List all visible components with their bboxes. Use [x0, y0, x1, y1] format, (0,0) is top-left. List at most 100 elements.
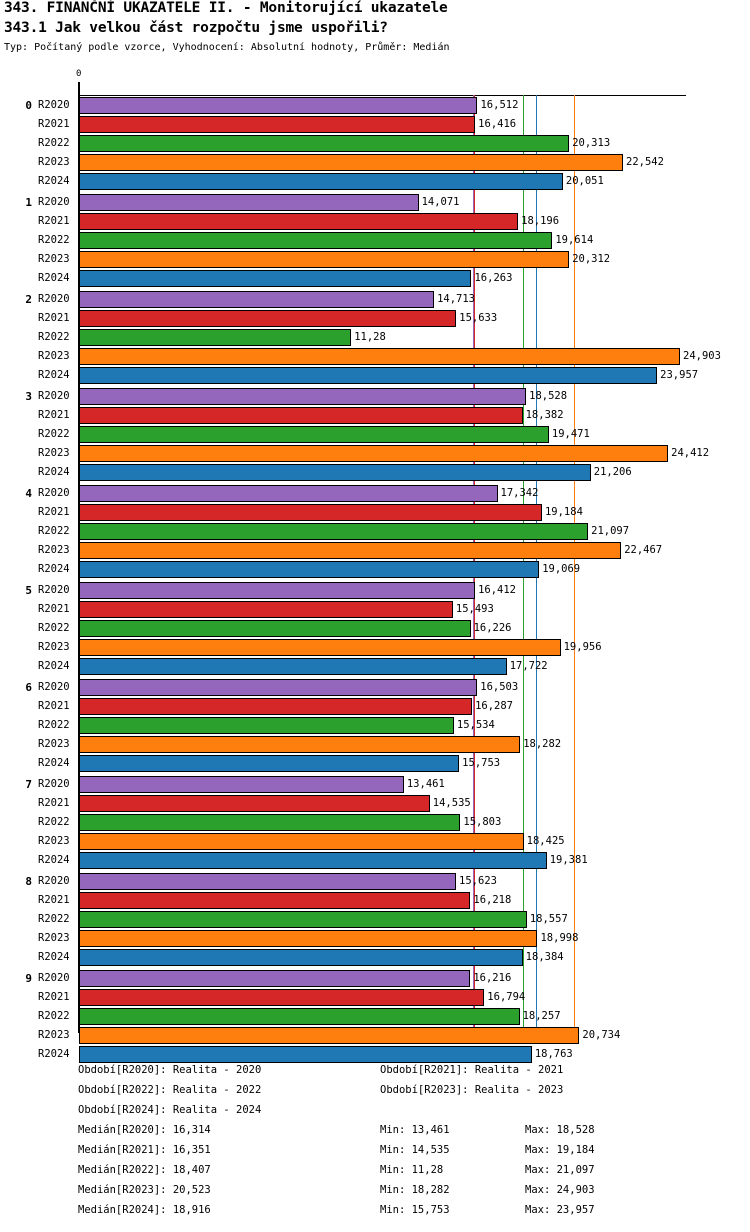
bar-row: R2024 23,957 [0, 366, 750, 385]
bar-r2020[interactable] [79, 485, 498, 502]
bar-r2024[interactable] [79, 464, 591, 481]
bar-value-label: 18,384 [525, 951, 564, 963]
bar-group: 0 R2020 16,512 R2021 16,416 R2022 20,313 R2023 2… [0, 96, 750, 191]
series-label-r2024: R2024 [38, 272, 70, 284]
bar-value-label: 15,803 [463, 816, 502, 828]
series-label-r2022: R2022 [38, 719, 70, 731]
bar-r2020[interactable] [79, 873, 457, 890]
bar-r2022[interactable] [79, 814, 461, 831]
max-stat: Max: 18,528 [525, 1124, 595, 1136]
bar-r2024[interactable] [79, 270, 472, 287]
legend-period-label: Období[R2024]: Realita - 2024 [78, 1104, 262, 1116]
bar-value-label: 15,633 [459, 312, 498, 324]
bar-r2021[interactable] [79, 407, 523, 424]
bar-row: R2024 18,384 [0, 948, 750, 967]
bar-group: 4 R2020 17,342 R2021 19,184 R2022 21,097 R2023 2… [0, 484, 750, 579]
series-label-r2023: R2023 [38, 253, 70, 265]
bar-r2024[interactable] [79, 367, 658, 384]
bar-r2020[interactable] [79, 679, 478, 696]
bar-r2020[interactable] [79, 776, 404, 793]
bar-row: R2021 16,794 [0, 988, 750, 1007]
min-stat: Min: 13,461 [380, 1124, 450, 1136]
bar-r2022[interactable] [79, 717, 454, 734]
bar-value-label: 16,216 [473, 972, 512, 984]
bar-r2020[interactable] [79, 388, 527, 405]
bar-value-label: 24,412 [671, 447, 710, 459]
bar-r2023[interactable] [79, 542, 622, 559]
bar-r2021[interactable] [79, 116, 476, 133]
bar-r2020[interactable] [79, 970, 471, 987]
bar-r2021[interactable] [79, 310, 457, 327]
bar-r2024[interactable] [79, 755, 460, 772]
bar-row: R2023 24,412 [0, 444, 750, 463]
bar-row: R2023 18,282 [0, 735, 750, 754]
bar-r2022[interactable] [79, 232, 553, 249]
bar-r2023[interactable] [79, 1027, 580, 1044]
bar-r2023[interactable] [79, 445, 669, 462]
bar-row: R2020 15,623 [0, 872, 750, 891]
series-label-r2024: R2024 [38, 757, 70, 769]
bar-value-label: 16,412 [478, 584, 517, 596]
bar-r2024[interactable] [79, 658, 507, 675]
max-stat: Max: 21,097 [525, 1164, 595, 1176]
series-label-r2021: R2021 [38, 312, 70, 324]
bar-group: 7 R2020 13,461 R2021 14,535 R2022 15,803 R2023 1… [0, 775, 750, 870]
bar-row: R2020 17,342 [0, 484, 750, 503]
bar-r2023[interactable] [79, 154, 624, 171]
median-line-r2023 [574, 95, 576, 1033]
bar-r2022[interactable] [79, 1008, 520, 1025]
bar-r2023[interactable] [79, 833, 524, 850]
bar-value-label: 15,753 [462, 757, 501, 769]
bar-row: R2021 14,535 [0, 794, 750, 813]
bar-r2022[interactable] [79, 329, 352, 346]
bar-r2022[interactable] [79, 426, 549, 443]
bar-r2020[interactable] [79, 582, 476, 599]
bar-value-label: 18,282 [523, 738, 562, 750]
legend-period-label: Období[R2020]: Realita - 2020 [78, 1064, 262, 1076]
bar-r2022[interactable] [79, 523, 589, 540]
bar-r2021[interactable] [79, 989, 485, 1006]
bar-value-label: 18,196 [521, 215, 560, 227]
bar-r2021[interactable] [79, 698, 473, 715]
series-label-r2020: R2020 [38, 584, 70, 596]
bar-r2021[interactable] [79, 601, 453, 618]
series-label-r2020: R2020 [38, 99, 70, 111]
bar-r2021[interactable] [79, 504, 542, 521]
bar-chart-plot: 0 0 R2020 16,512 R2021 16,416 R2022 20,313 R202… [0, 70, 750, 1063]
series-label-r2024: R2024 [38, 660, 70, 672]
bar-group: 8 R2020 15,623 R2021 16,218 R2022 18,557 R2023 1… [0, 872, 750, 967]
bar-row: R2022 18,257 [0, 1007, 750, 1026]
series-label-r2024: R2024 [38, 466, 70, 478]
bar-r2020[interactable] [79, 194, 419, 211]
bar-r2024[interactable] [79, 561, 540, 578]
bar-row: R2022 18,557 [0, 910, 750, 929]
bar-value-label: 19,381 [549, 854, 588, 866]
bar-r2024[interactable] [79, 949, 523, 966]
bar-row: R2021 15,493 [0, 600, 750, 619]
bar-row: R2024 15,753 [0, 754, 750, 773]
bar-r2022[interactable] [79, 911, 527, 928]
bar-r2023[interactable] [79, 639, 561, 656]
bar-r2021[interactable] [79, 892, 471, 909]
bar-r2023[interactable] [79, 736, 521, 753]
bar-row: R2023 18,998 [0, 929, 750, 948]
bar-r2022[interactable] [79, 620, 471, 637]
bar-r2023[interactable] [79, 930, 538, 947]
group-index-label: 3 [25, 390, 32, 403]
bar-r2023[interactable] [79, 348, 680, 365]
series-label-r2024: R2024 [38, 175, 70, 187]
bar-r2020[interactable] [79, 97, 478, 114]
bar-r2024[interactable] [79, 173, 563, 190]
bar-r2021[interactable] [79, 213, 519, 230]
bar-r2023[interactable] [79, 251, 570, 268]
bar-r2022[interactable] [79, 135, 570, 152]
bar-value-label: 16,263 [474, 272, 513, 284]
bar-r2020[interactable] [79, 291, 435, 308]
bar-value-label: 18,763 [534, 1048, 573, 1060]
series-label-r2020: R2020 [38, 681, 70, 693]
bar-r2024[interactable] [79, 852, 547, 869]
bar-r2024[interactable] [79, 1046, 532, 1063]
bar-r2021[interactable] [79, 795, 430, 812]
legend-period-label: Období[R2023]: Realita - 2023 [380, 1084, 564, 1096]
median-stat: Medián[R2024]: 18,916 [78, 1204, 211, 1216]
